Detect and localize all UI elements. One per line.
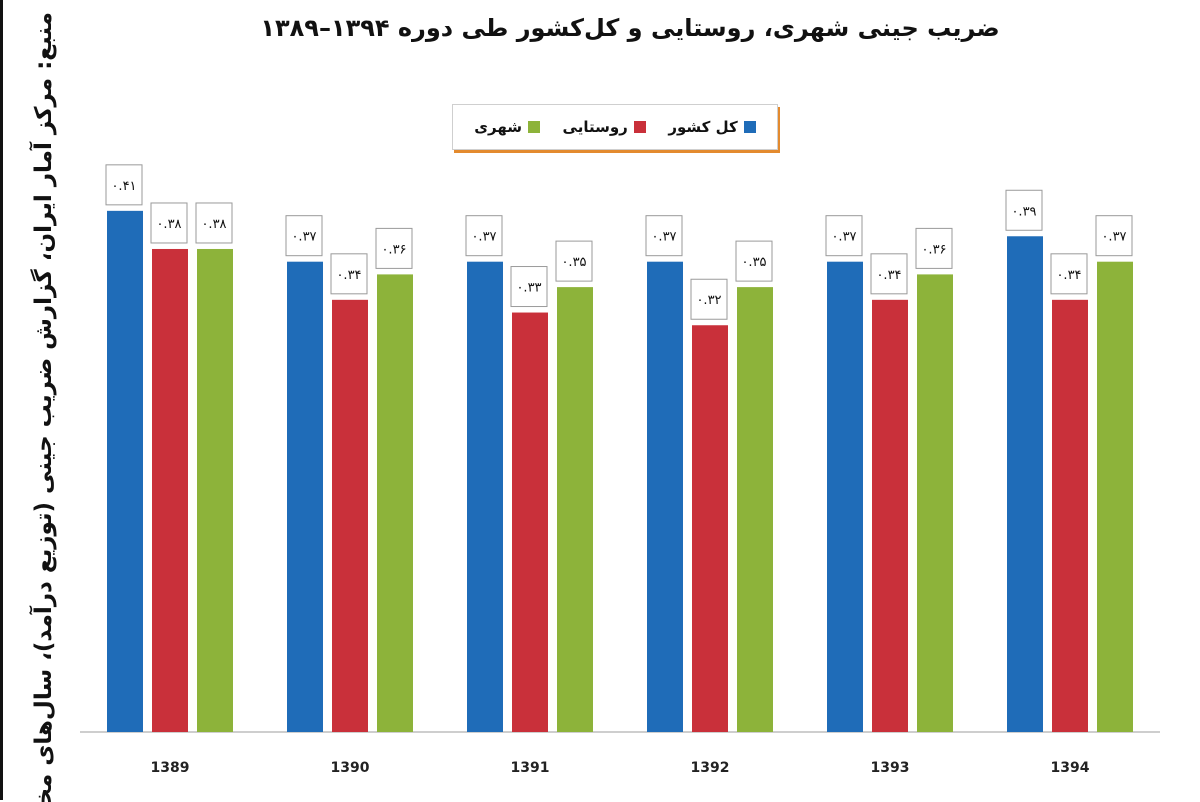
data-label-1391-s2: ۰.۳۵ xyxy=(561,255,586,270)
legend-item-urban: شهری xyxy=(474,118,540,136)
bar-1391-s2 xyxy=(557,287,593,732)
bar-1394-s0 xyxy=(1007,236,1043,732)
data-label-box-1390-s2 xyxy=(375,227,413,269)
data-label-1389-s0: ۰.۴۱ xyxy=(111,179,136,194)
x-tick-label-1393: 1393 xyxy=(871,760,910,776)
data-label-box-1391-s1 xyxy=(510,266,548,308)
chart-title: ضریب جینی شهری، روستایی و کل‌کشور طی دور… xyxy=(260,14,1000,42)
data-label-1392-s0: ۰.۳۷ xyxy=(651,230,676,245)
bar-1392-s0 xyxy=(647,261,683,732)
data-label-box-1391-s0 xyxy=(465,215,503,257)
x-tick-label-1390: 1390 xyxy=(331,760,370,776)
chart-legend: کل کشور روستایی شهری xyxy=(452,104,778,150)
data-label-1394-s2: ۰.۳۷ xyxy=(1101,230,1126,245)
data-label-box-1391-s2 xyxy=(555,240,593,282)
x-tick-label-1392: 1392 xyxy=(691,760,730,776)
bar-1389-s2 xyxy=(197,248,233,732)
data-label-box-1392-s2 xyxy=(735,240,773,282)
legend-label-urban: شهری xyxy=(474,118,522,136)
data-label-1389-s2: ۰.۳۸ xyxy=(201,217,226,232)
bar-1390-s2 xyxy=(377,274,413,732)
data-label-1390-s1: ۰.۳۴ xyxy=(336,268,361,283)
data-label-1390-s2: ۰.۳۶ xyxy=(381,242,406,257)
data-label-1394-s1: ۰.۳۴ xyxy=(1056,268,1081,283)
legend-item-rural: روستایی xyxy=(563,118,646,136)
bar-1390-s0 xyxy=(287,261,323,732)
legend-swatch-urban xyxy=(528,121,540,133)
legend-item-country: کل کشور xyxy=(668,118,756,136)
data-label-box-1389-s2 xyxy=(195,202,233,244)
x-tick-label-1389: 1389 xyxy=(151,760,190,776)
data-label-box-1389-s1 xyxy=(150,202,188,244)
data-label-1393-s1: ۰.۳۴ xyxy=(876,268,901,283)
bar-1392-s2 xyxy=(737,287,773,732)
bar-1389-s1 xyxy=(152,248,188,732)
legend-label-rural: روستایی xyxy=(562,118,628,136)
data-label-1393-s2: ۰.۳۶ xyxy=(921,242,946,257)
bar-1393-s1 xyxy=(872,299,908,732)
legend-swatch-rural xyxy=(633,121,646,133)
bar-1393-s0 xyxy=(827,261,863,732)
data-label-box-1392-s1 xyxy=(690,278,728,320)
data-label-box-1390-s1 xyxy=(330,253,368,295)
left-border xyxy=(0,0,3,800)
data-label-1390-s0: ۰.۳۷ xyxy=(291,230,316,245)
data-label-box-1393-s1 xyxy=(870,253,908,295)
bar-1389-s0 xyxy=(107,210,143,732)
data-label-1391-s1: ۰.۳۳ xyxy=(516,281,541,296)
legend-label-country: کل کشور xyxy=(668,118,738,136)
bar-1391-s0 xyxy=(467,261,503,732)
data-label-1392-s1: ۰.۳۲ xyxy=(696,293,721,308)
data-label-box-1394-s0 xyxy=(1005,189,1043,231)
legend-swatch-country xyxy=(743,121,756,133)
data-label-1393-s0: ۰.۳۷ xyxy=(831,230,856,245)
bar-1393-s2 xyxy=(917,274,953,732)
data-label-box-1393-s0 xyxy=(825,215,863,257)
data-label-1392-s2: ۰.۳۵ xyxy=(741,255,766,270)
data-label-1391-s0: ۰.۳۷ xyxy=(471,230,496,245)
data-label-1394-s0: ۰.۳۹ xyxy=(1011,204,1036,219)
data-label-box-1394-s2 xyxy=(1095,215,1133,257)
x-tick-label-1391: 1391 xyxy=(511,760,550,776)
bar-1390-s1 xyxy=(332,299,368,732)
data-label-box-1392-s0 xyxy=(645,215,683,257)
bar-1394-s1 xyxy=(1052,299,1088,732)
data-label-box-1394-s1 xyxy=(1050,253,1088,295)
data-label-1389-s1: ۰.۳۸ xyxy=(156,217,181,232)
data-label-box-1390-s0 xyxy=(285,215,323,257)
bar-1392-s1 xyxy=(692,325,728,732)
bar-1394-s2 xyxy=(1097,261,1133,732)
data-label-box-1393-s2 xyxy=(915,227,953,269)
bar-1391-s1 xyxy=(512,312,548,732)
data-label-box-1389-s0 xyxy=(105,164,143,206)
x-tick-label-1394: 1394 xyxy=(1051,760,1090,776)
